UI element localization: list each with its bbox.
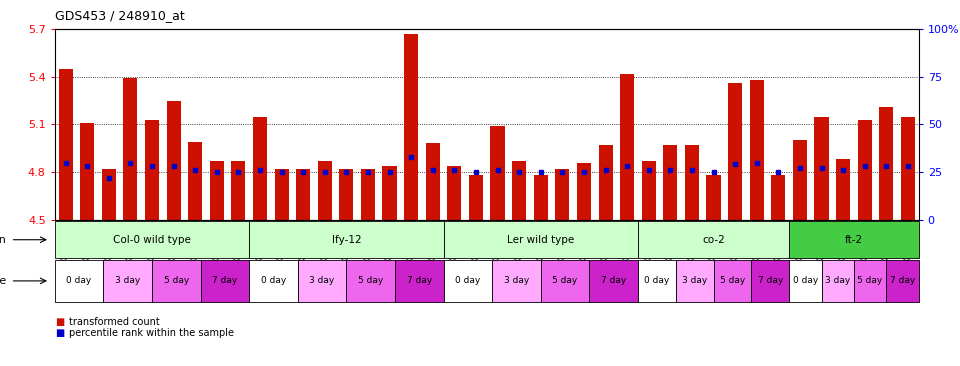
Bar (750, 80, 764, 220)
Text: 7 day: 7 day (601, 276, 626, 285)
Bar (577, 163, 591, 220)
Bar (814, 116, 828, 220)
Bar (491, 126, 505, 220)
Bar (339, 169, 353, 220)
Text: ■: ■ (55, 328, 64, 338)
Text: 3 day: 3 day (682, 276, 708, 285)
Bar (771, 175, 785, 220)
Text: 0 day: 0 day (793, 276, 818, 285)
Text: time: time (0, 276, 7, 286)
Text: 7 day: 7 day (212, 276, 237, 285)
Bar (252, 116, 267, 220)
Bar (879, 107, 894, 220)
Text: 3 day: 3 day (115, 276, 140, 285)
Text: ■: ■ (55, 317, 64, 327)
Bar (123, 78, 137, 220)
Text: 5 day: 5 day (857, 276, 883, 285)
Bar (793, 140, 807, 220)
Bar (555, 169, 569, 220)
Text: 0 day: 0 day (261, 276, 286, 285)
Text: 7 day: 7 day (890, 276, 915, 285)
Bar (188, 142, 203, 220)
Bar (404, 34, 419, 220)
Bar (663, 145, 678, 220)
Bar (209, 161, 224, 220)
Bar (59, 69, 73, 220)
Text: 7 day: 7 day (407, 276, 432, 285)
Bar (468, 175, 483, 220)
Bar (707, 175, 721, 220)
Text: 0 day: 0 day (455, 276, 480, 285)
Text: 5 day: 5 day (358, 276, 383, 285)
Text: percentile rank within the sample: percentile rank within the sample (69, 328, 234, 338)
Bar (102, 169, 116, 220)
Bar (728, 83, 742, 220)
Bar (382, 166, 396, 220)
Text: Col-0 wild type: Col-0 wild type (113, 235, 191, 245)
Text: 0 day: 0 day (644, 276, 669, 285)
Bar (166, 101, 180, 220)
Text: GDS453 / 248910_at: GDS453 / 248910_at (55, 9, 184, 22)
Bar (231, 161, 246, 220)
Bar (275, 169, 289, 220)
Bar (425, 143, 440, 220)
Bar (620, 74, 635, 220)
Bar (534, 175, 548, 220)
Text: 7 day: 7 day (757, 276, 782, 285)
Text: 5 day: 5 day (552, 276, 578, 285)
Text: 3 day: 3 day (825, 276, 851, 285)
Text: 3 day: 3 day (309, 276, 335, 285)
Bar (296, 169, 310, 220)
Text: strain: strain (0, 235, 7, 245)
Bar (598, 145, 612, 220)
Text: 0 day: 0 day (66, 276, 91, 285)
Text: transformed count: transformed count (69, 317, 160, 327)
Text: lfy-12: lfy-12 (331, 235, 361, 245)
Text: 5 day: 5 day (163, 276, 189, 285)
Bar (836, 159, 851, 220)
Bar (900, 116, 915, 220)
Bar (145, 120, 159, 220)
Text: co-2: co-2 (702, 235, 725, 245)
Text: 5 day: 5 day (720, 276, 745, 285)
Text: Ler wild type: Ler wild type (507, 235, 574, 245)
Bar (857, 120, 872, 220)
Text: ft-2: ft-2 (845, 235, 863, 245)
Bar (318, 161, 332, 220)
Text: 3 day: 3 day (504, 276, 529, 285)
Bar (684, 145, 699, 220)
Bar (361, 169, 375, 220)
Bar (447, 166, 462, 220)
Bar (641, 161, 656, 220)
Bar (80, 123, 94, 220)
Bar (512, 161, 526, 220)
